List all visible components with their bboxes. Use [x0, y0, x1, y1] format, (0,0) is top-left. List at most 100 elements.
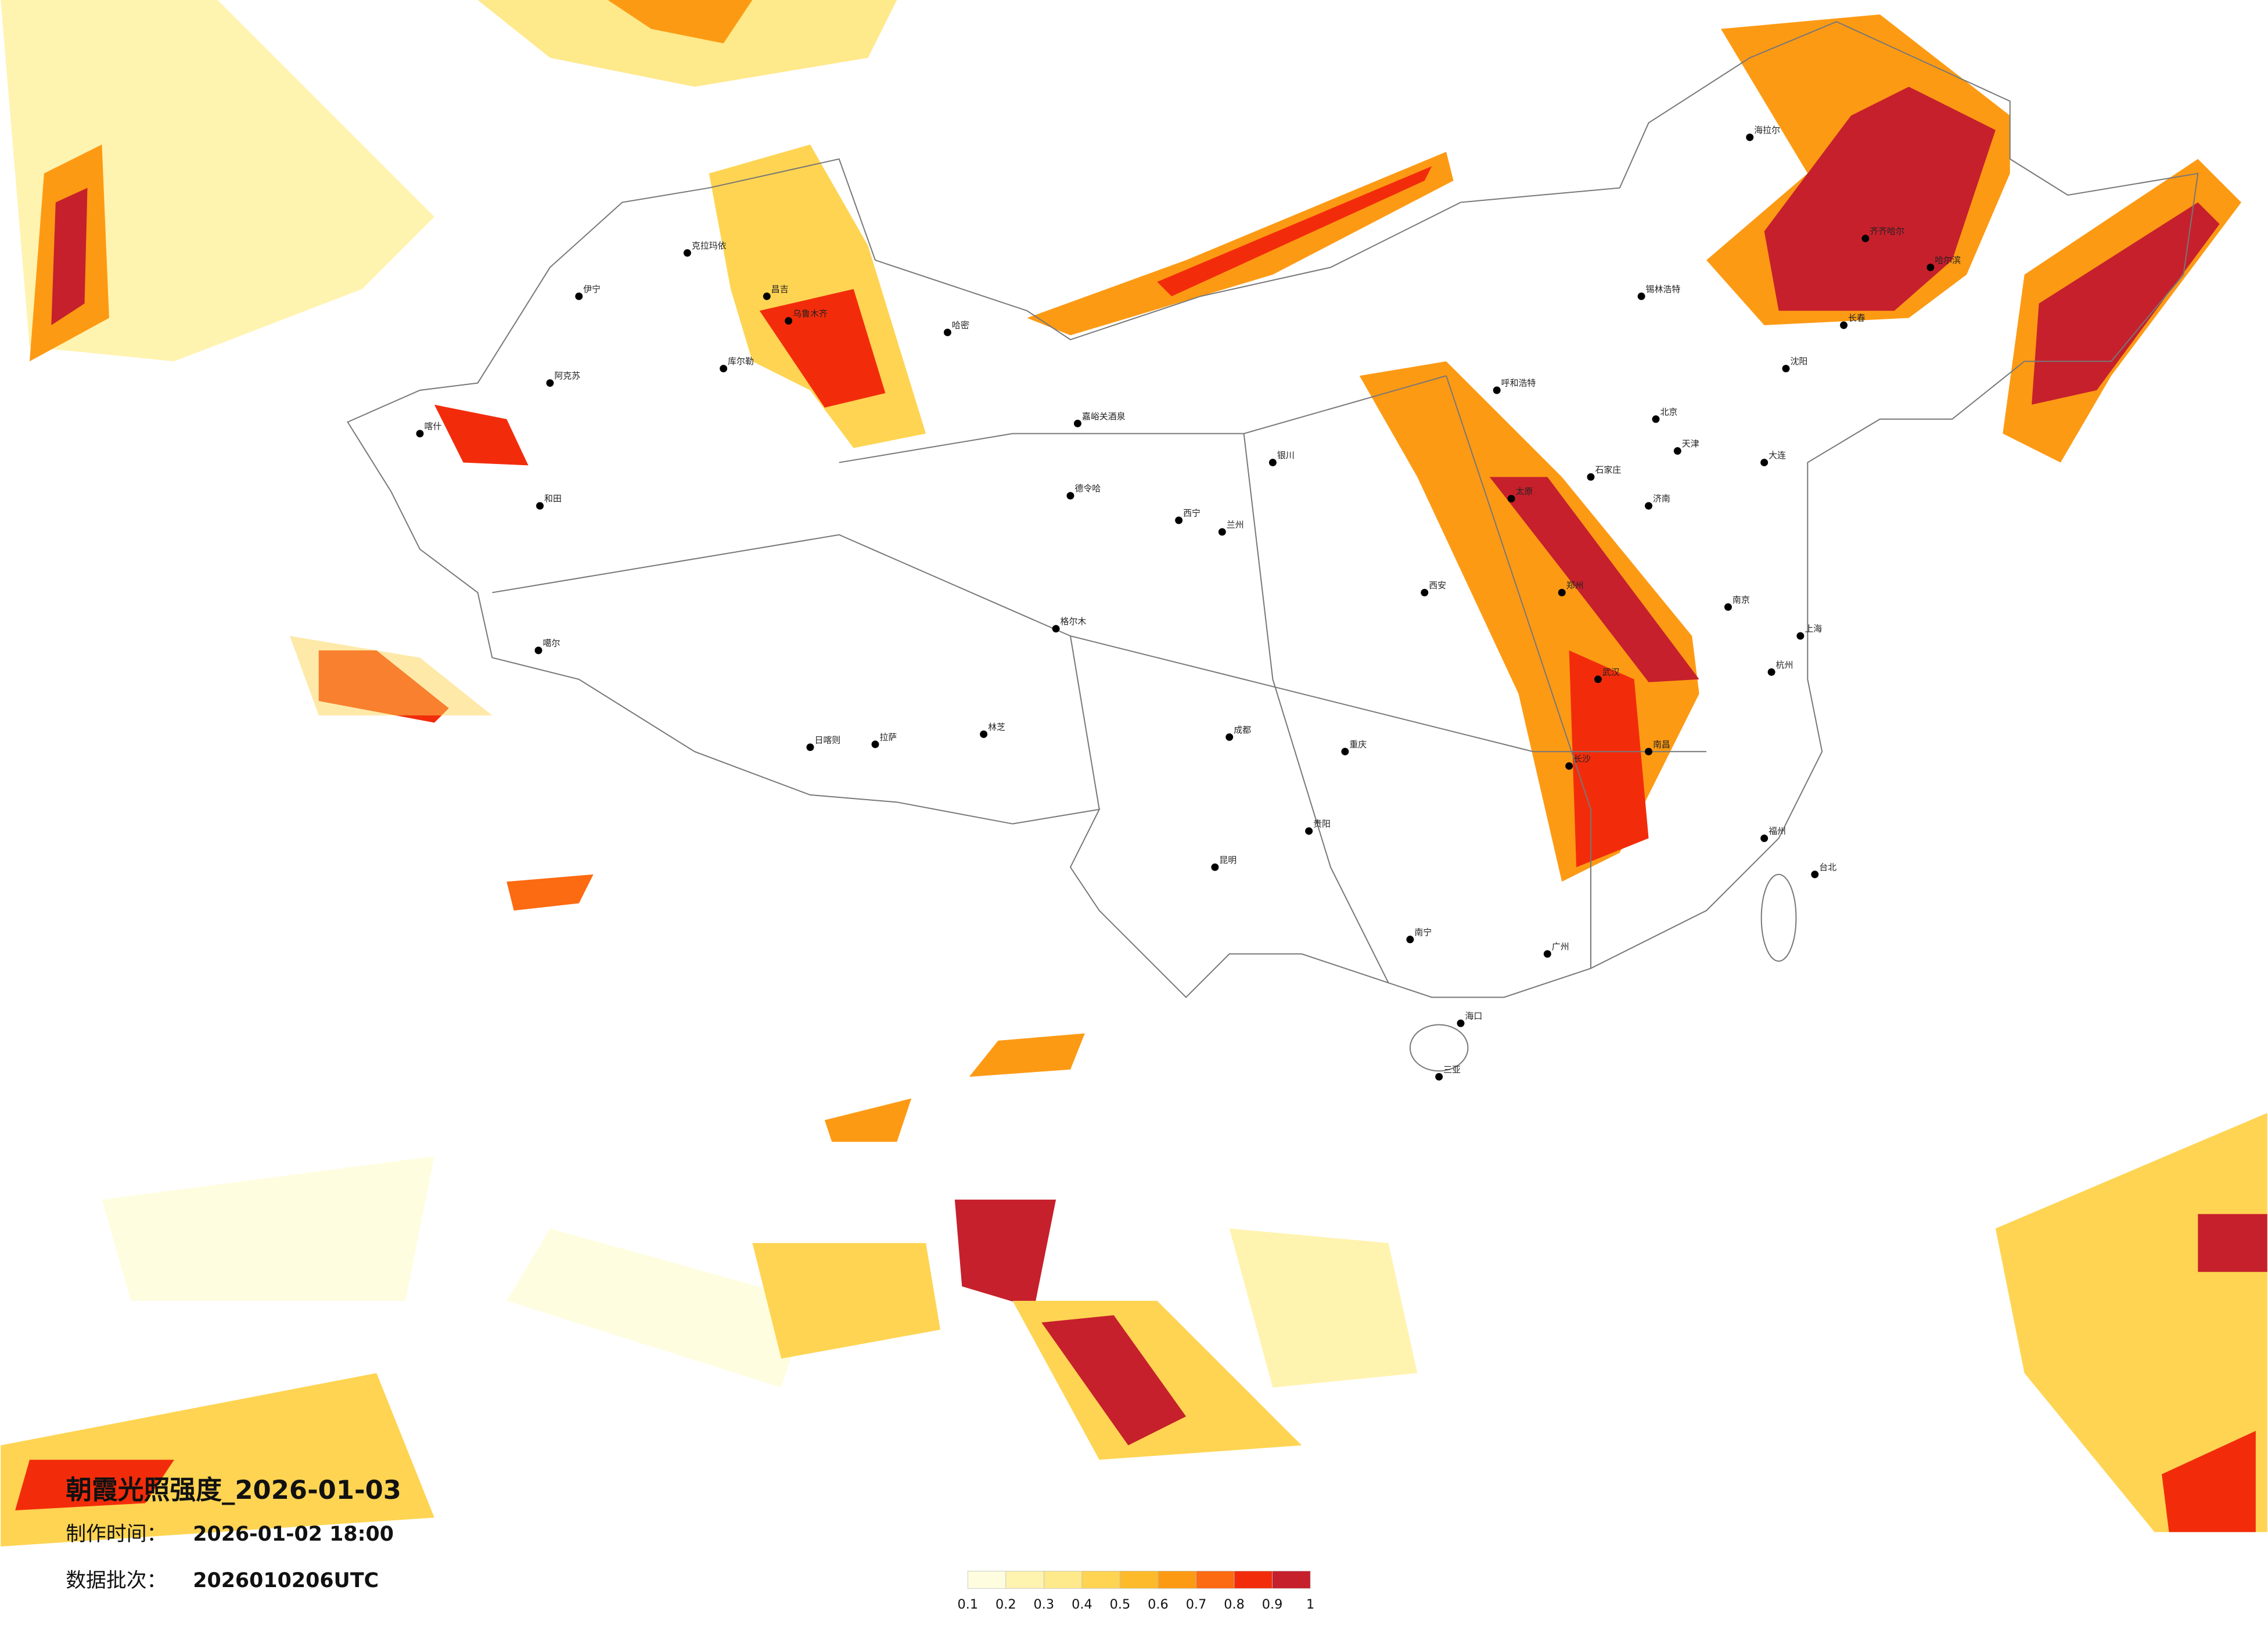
- city-dot: [1861, 235, 1870, 243]
- colorbar-cell: [1158, 1571, 1196, 1589]
- city-dot: [1406, 936, 1414, 944]
- city-label: 喀什: [424, 421, 441, 431]
- city-dot: [575, 292, 583, 300]
- made-label: 制作时间：: [66, 1523, 167, 1546]
- city-label: 日喀则: [814, 735, 840, 745]
- heat-area: [709, 144, 926, 448]
- heat-area: [1027, 152, 1454, 336]
- heatmap: [1, 0, 2267, 1547]
- city-dot: [1746, 133, 1754, 141]
- colorbar-tick-label: 0.2: [995, 1597, 1016, 1612]
- colorbar-tick-label: 1: [1306, 1597, 1314, 1612]
- city-dot: [1493, 386, 1501, 394]
- city-label: 乌鲁木齐: [793, 308, 828, 319]
- heat-area: [1229, 1228, 1418, 1388]
- colorbar-cell: [1196, 1571, 1235, 1589]
- colorbar-tick-label: 0.8: [1224, 1597, 1245, 1612]
- city-label: 南京: [1733, 595, 1750, 605]
- city-label: 和田: [544, 494, 562, 504]
- colorbar-cell: [1234, 1571, 1273, 1589]
- heat-area: [2162, 1431, 2256, 1533]
- heat-area: [1764, 87, 1996, 311]
- city-label: 阿克苏: [554, 370, 580, 381]
- city-label: 郑州: [1566, 580, 1584, 591]
- city-dot: [416, 430, 424, 438]
- city-label: 昌吉: [771, 284, 789, 294]
- heat-area: [824, 1098, 912, 1142]
- colorbar: 0.1 0.2 0.3 0.4 0.5 0.6 0.7 0.8 0.9 1: [957, 1571, 1314, 1612]
- city-dot: [1926, 263, 1935, 271]
- colorbar-tick-label: 0.7: [1186, 1597, 1207, 1612]
- heat-area: [51, 188, 88, 325]
- colorbar-tick-label: 0.1: [957, 1597, 978, 1612]
- city-label: 武汉: [1602, 667, 1620, 677]
- city-dot: [1767, 668, 1775, 676]
- country-border: [347, 21, 2199, 998]
- city-dot: [1645, 747, 1653, 756]
- island: [1760, 873, 1797, 962]
- city-label: 上海: [1805, 624, 1822, 634]
- city-label: 德令哈: [1074, 483, 1101, 494]
- city-dot: [536, 502, 544, 510]
- city-label: 西宁: [1183, 508, 1201, 519]
- city-dot: [1760, 834, 1769, 843]
- city-label: 沈阳: [1790, 356, 1807, 366]
- city-dot: [683, 249, 691, 257]
- city-dot: [1637, 292, 1645, 300]
- city-label: 林芝: [988, 722, 1005, 732]
- city-label: 长沙: [1573, 754, 1591, 764]
- heat-area: [506, 1228, 810, 1388]
- city-label: 福州: [1769, 826, 1786, 836]
- heat-area: [969, 1033, 1085, 1077]
- city-dot: [1645, 502, 1653, 510]
- colorbar-tick-label: 0.9: [1262, 1597, 1283, 1612]
- city-dot: [1760, 458, 1769, 466]
- city-label: 大连: [1769, 450, 1786, 461]
- city-label: 太原: [1516, 486, 1533, 497]
- province-border: [839, 375, 1447, 463]
- colorbar-tick-label: 0.3: [1034, 1597, 1055, 1612]
- city-label: 济南: [1653, 494, 1670, 504]
- heat-area: [1569, 650, 1649, 868]
- city-dot: [943, 328, 951, 336]
- city-label: 哈尔滨: [1935, 255, 1961, 265]
- city-dot: [1594, 675, 1602, 684]
- city-dot: [1066, 492, 1074, 500]
- heat-area: [2032, 202, 2220, 405]
- city-dot: [1073, 419, 1081, 427]
- city-label: 库尔勒: [728, 356, 754, 366]
- city-dot: [1724, 603, 1732, 611]
- city-dot: [1305, 827, 1313, 835]
- city-dot: [1652, 415, 1660, 423]
- city-label: 噶尔: [543, 638, 560, 649]
- city-dot: [871, 740, 879, 749]
- city-label: 克拉玛依: [692, 240, 727, 251]
- city-label: 格尔木: [1061, 616, 1087, 627]
- heat-area: [2198, 1214, 2267, 1272]
- heat-area: [954, 1199, 1056, 1308]
- city-dot: [1673, 447, 1681, 455]
- borders: [347, 21, 2199, 1072]
- city-dot: [1225, 733, 1234, 741]
- city-dot: [1341, 747, 1349, 756]
- heat-area: [1, 0, 434, 362]
- heat-area: [1157, 166, 1432, 297]
- city-dot: [1268, 458, 1277, 466]
- heat-area: [608, 0, 753, 44]
- city-label: 杭州: [1776, 660, 1793, 670]
- city-dot: [785, 317, 793, 325]
- city-dot: [1587, 473, 1595, 481]
- city-dot: [1796, 632, 1805, 640]
- city-label: 嘉峪关酒泉: [1082, 411, 1126, 422]
- city-dot: [1782, 365, 1790, 373]
- heat-area: [506, 874, 594, 911]
- province-border: [1070, 635, 1100, 810]
- city-label: 北京: [1660, 406, 1677, 417]
- city-label: 成都: [1234, 725, 1251, 735]
- city-dot: [546, 379, 554, 387]
- made-time: 2026-01-02 18:00: [193, 1523, 394, 1546]
- batch: 2026010206UTC: [193, 1569, 379, 1592]
- city-dot: [763, 292, 771, 300]
- heat-area: [434, 404, 529, 466]
